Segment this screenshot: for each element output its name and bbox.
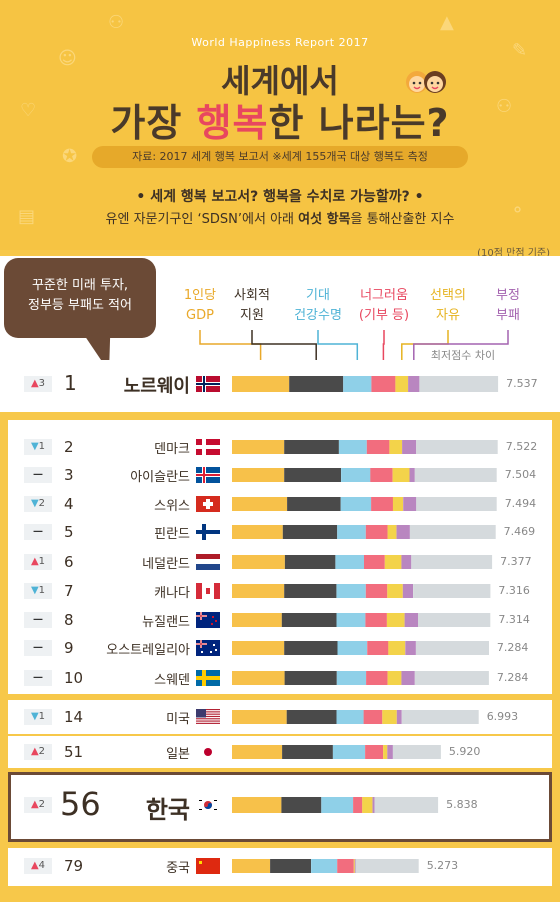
bar-segment [402, 710, 479, 724]
bar-segment [387, 584, 403, 598]
bar-segment [362, 797, 372, 813]
bar-segment [232, 745, 282, 759]
bar-segment [337, 584, 366, 598]
bar-segment [341, 497, 371, 511]
bar-segment [365, 745, 383, 759]
bar-segment [408, 376, 419, 392]
bar-segment [370, 468, 392, 482]
bar-segment [395, 376, 408, 392]
bar-segment [385, 555, 402, 569]
bar-segment [337, 671, 366, 685]
bar-segment [284, 641, 337, 655]
bar-segment [232, 641, 284, 655]
bar-segment [282, 613, 337, 627]
bar-segment [402, 440, 416, 454]
bar-segment [365, 613, 387, 627]
bar-segment [387, 745, 393, 759]
bar-segment [393, 745, 441, 759]
bar-segment [364, 710, 383, 724]
bar-segment [418, 613, 490, 627]
bar-segment [354, 859, 355, 873]
bar-segment [287, 710, 337, 724]
bar-segment [375, 797, 439, 813]
bar-segment [401, 671, 414, 685]
bar-segment [387, 613, 405, 627]
bar-segment [410, 525, 496, 539]
bar-segment [284, 468, 341, 482]
bar-segment [415, 468, 497, 482]
bar-segment [283, 525, 337, 539]
bar-segment [232, 525, 283, 539]
bar-segment [353, 797, 362, 813]
bar-segment [284, 584, 336, 598]
bar-segment [343, 376, 371, 392]
bar-segment [355, 859, 356, 873]
bar-segment [232, 376, 289, 392]
bar-segment [413, 584, 490, 598]
bar-segment [337, 859, 354, 873]
bar-segment [403, 497, 416, 511]
bar-segment [337, 613, 366, 627]
bar-segment [366, 671, 388, 685]
bar-segment [393, 468, 410, 482]
bar-segment [270, 859, 311, 873]
bar-segment [388, 671, 402, 685]
bar-segment [341, 468, 370, 482]
bar-segment [405, 641, 416, 655]
bar-segment [367, 641, 388, 655]
bar-segment [383, 745, 387, 759]
bar-segment [232, 497, 287, 511]
bar-segment [337, 525, 366, 539]
bar-segment [232, 440, 284, 454]
bar-segment [397, 525, 410, 539]
bar-segment [335, 555, 364, 569]
bar-segment [371, 497, 393, 511]
bar-segment [410, 468, 415, 482]
bar-segment [232, 468, 284, 482]
bar-segment [411, 555, 492, 569]
bar-segment [367, 440, 390, 454]
bar-segment [285, 555, 336, 569]
bar-segment [285, 671, 337, 685]
bar-segment [373, 797, 375, 813]
bar-segment [371, 376, 395, 392]
bar-segment [389, 440, 402, 454]
bar-segment [416, 497, 497, 511]
bar-segment [356, 859, 419, 873]
bar-segment [321, 797, 353, 813]
bar-segment [333, 745, 365, 759]
bar-segment [232, 797, 281, 813]
bar-segment [401, 555, 411, 569]
bar-segment [284, 440, 339, 454]
bar-segment [364, 555, 385, 569]
bar-segment [339, 440, 367, 454]
bar-segment [388, 641, 405, 655]
bar-segment [232, 555, 285, 569]
bar-segment [388, 525, 397, 539]
bar-segment [419, 376, 498, 392]
bar-segment [397, 710, 402, 724]
bar-segment [311, 859, 337, 873]
bar-segment [366, 584, 388, 598]
bar-segment [232, 710, 287, 724]
bar-segment [405, 613, 418, 627]
bar-segment [403, 584, 413, 598]
bar-segment [393, 497, 403, 511]
bar-segment [287, 497, 341, 511]
bar-segment [232, 859, 270, 873]
bar-segment [232, 671, 285, 685]
bar-segment [289, 376, 343, 392]
bar-segment [337, 710, 364, 724]
bar-segment [281, 797, 321, 813]
bar-segment [382, 710, 397, 724]
bar-segment [232, 613, 282, 627]
bar-segment [338, 641, 368, 655]
bar-segment [282, 745, 333, 759]
bar-segment [232, 584, 284, 598]
bar-segment [416, 641, 489, 655]
bar-segment [415, 671, 489, 685]
bar-segment [366, 525, 388, 539]
bar-segment [416, 440, 498, 454]
